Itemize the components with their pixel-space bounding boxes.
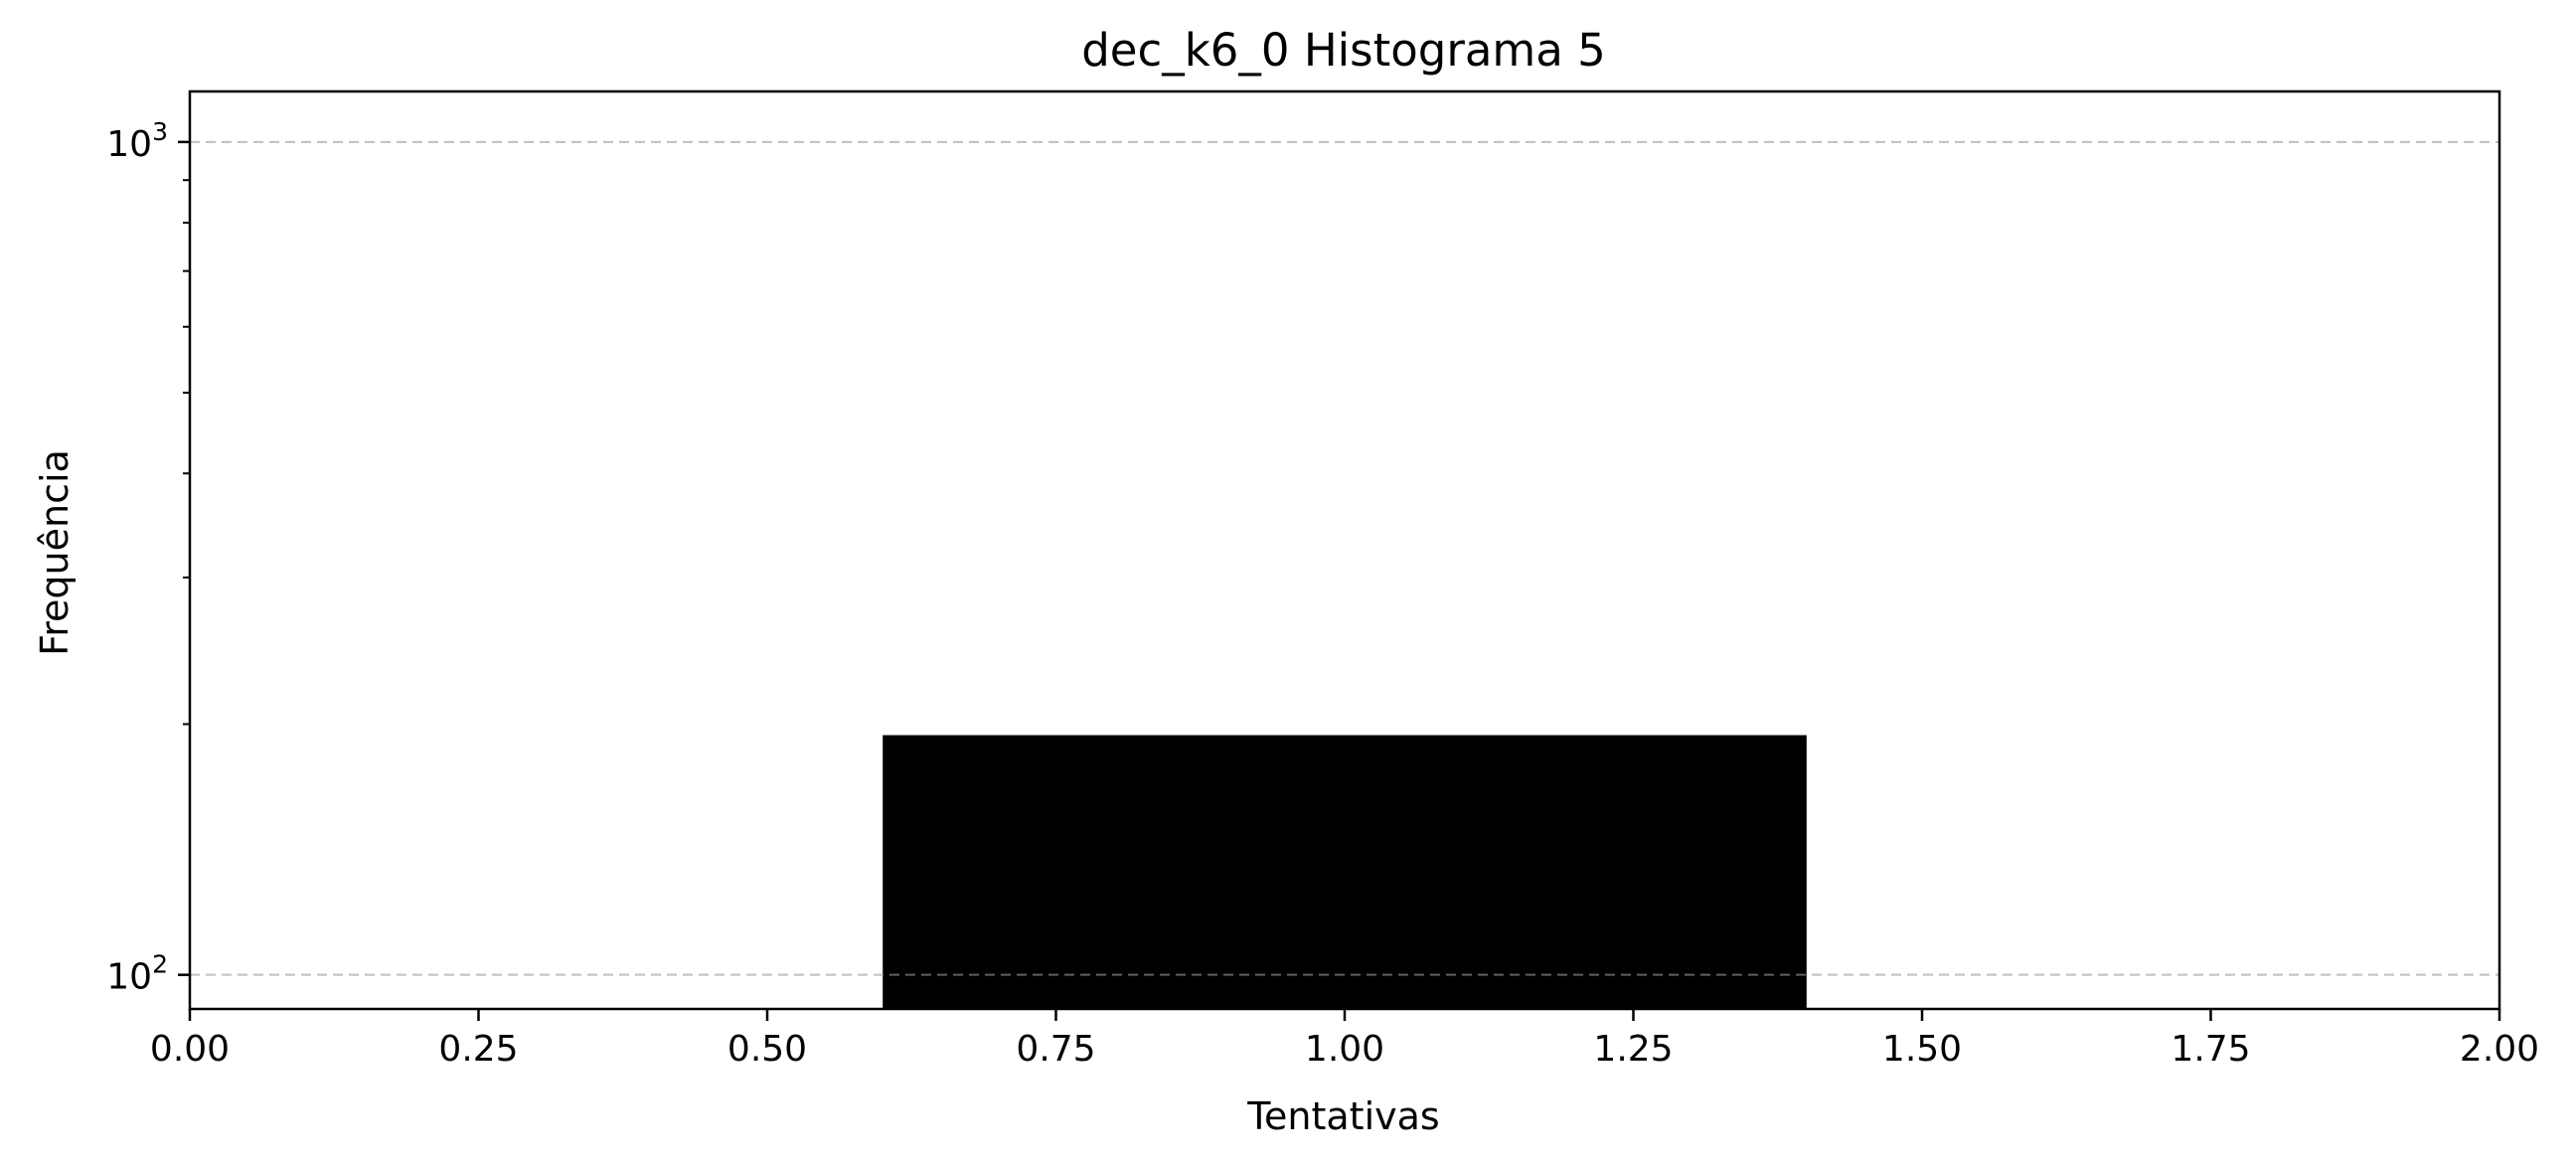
y-tick-label: 103 bbox=[106, 117, 168, 165]
y-axis: 102 103 bbox=[106, 117, 190, 998]
histogram-bar bbox=[883, 735, 1807, 1009]
y-tick-label: 102 bbox=[106, 950, 168, 998]
x-tick-label: 0.00 bbox=[150, 1029, 230, 1070]
x-tick-label: 1.00 bbox=[1305, 1029, 1384, 1070]
x-tick-label: 1.75 bbox=[2171, 1029, 2250, 1070]
x-axis-label: Tentativas bbox=[1246, 1094, 1439, 1138]
x-tick-label: 0.50 bbox=[727, 1029, 807, 1070]
x-tick-label: 0.25 bbox=[438, 1029, 518, 1070]
x-axis: 0.00 0.25 0.50 0.75 1.00 1.25 1.50 1.75 2.00 bbox=[150, 1009, 2539, 1070]
x-tick-label: 1.50 bbox=[1882, 1029, 1962, 1070]
y-axis-label: Frequência bbox=[33, 449, 77, 656]
x-tick-label: 1.25 bbox=[1593, 1029, 1673, 1070]
x-tick-label: 0.75 bbox=[1016, 1029, 1095, 1070]
x-tick-label: 2.00 bbox=[2460, 1029, 2539, 1070]
bars bbox=[190, 140, 2499, 1009]
chart-title: dec_k6_0 Histograma 5 bbox=[1081, 24, 1606, 77]
